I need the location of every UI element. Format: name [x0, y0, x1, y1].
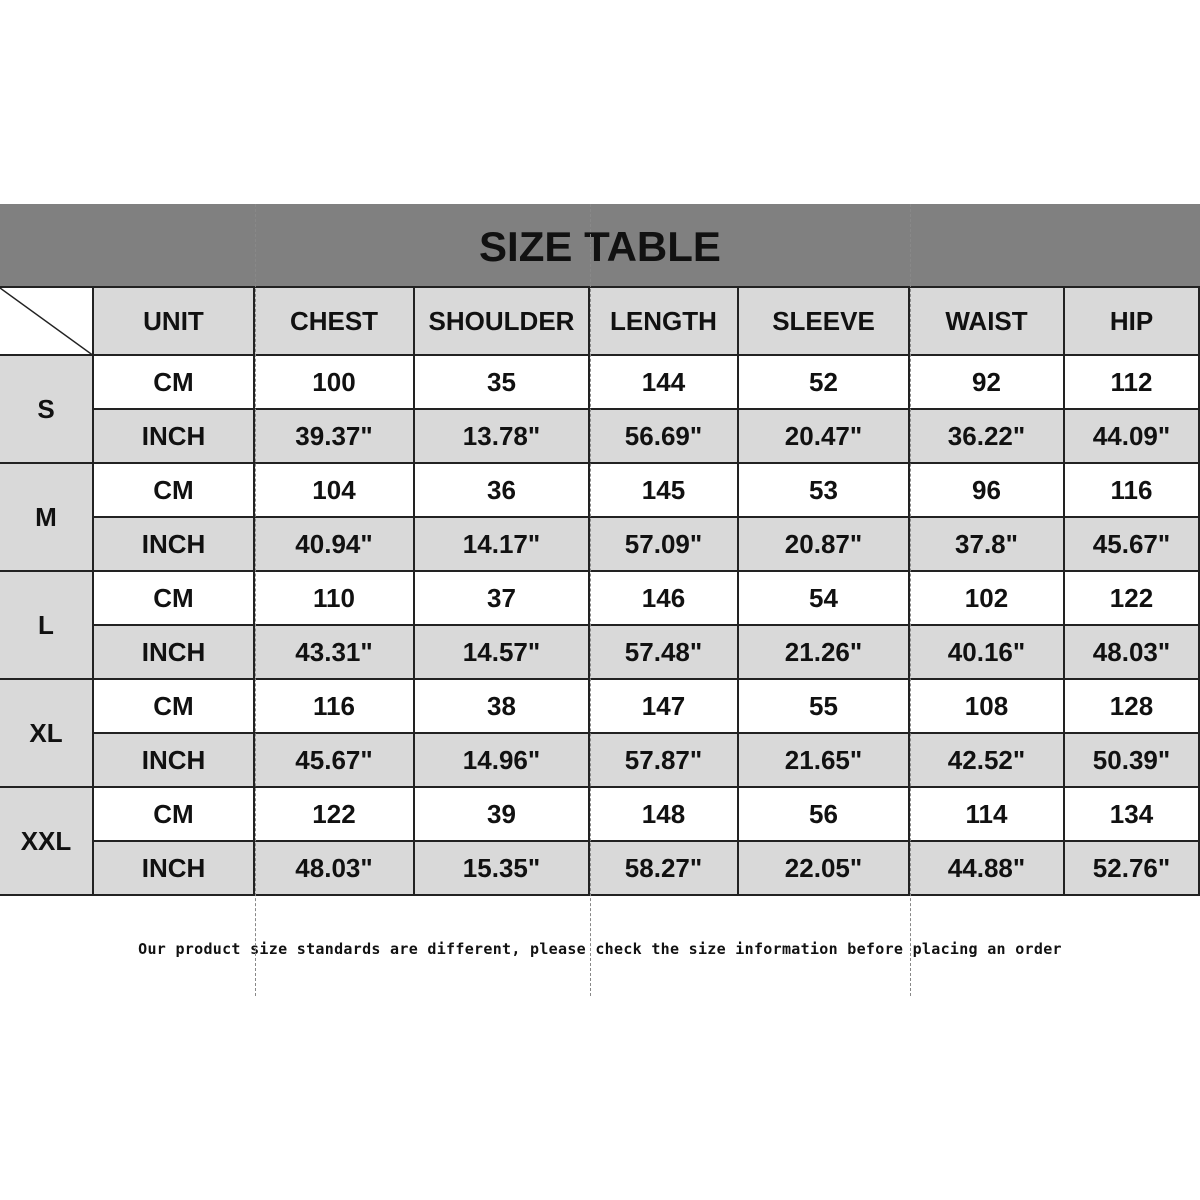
value-cell: 114 — [910, 788, 1065, 842]
column-header-sleeve: SLEEVE — [739, 288, 910, 356]
value-cell: 45.67" — [1065, 518, 1200, 572]
value-cell: 57.48" — [590, 626, 739, 680]
value-cell: 57.87" — [590, 734, 739, 788]
value-cell: 39 — [415, 788, 590, 842]
value-cell: 56.69" — [590, 410, 739, 464]
value-cell: 58.27" — [590, 842, 739, 896]
value-cell: 56 — [739, 788, 910, 842]
value-cell: 22.05" — [739, 842, 910, 896]
size-label: S — [0, 356, 94, 464]
value-cell: 50.39" — [1065, 734, 1200, 788]
value-cell: 100 — [255, 356, 415, 410]
value-cell: 144 — [590, 356, 739, 410]
value-cell: 37 — [415, 572, 590, 626]
value-cell: 108 — [910, 680, 1065, 734]
value-cell: 36.22" — [910, 410, 1065, 464]
value-cell: 145 — [590, 464, 739, 518]
value-cell: 102 — [910, 572, 1065, 626]
value-cell: 40.94" — [255, 518, 415, 572]
unit-cell: INCH — [94, 626, 255, 680]
value-cell: 52 — [739, 356, 910, 410]
table-title: SIZE TABLE — [479, 223, 721, 270]
value-cell: 38 — [415, 680, 590, 734]
unit-cell: INCH — [94, 734, 255, 788]
value-cell: 14.17" — [415, 518, 590, 572]
size-label: L — [0, 572, 94, 680]
size-label: XL — [0, 680, 94, 788]
value-cell: 48.03" — [255, 842, 415, 896]
value-cell: 146 — [590, 572, 739, 626]
value-cell: 42.52" — [910, 734, 1065, 788]
value-cell: 116 — [255, 680, 415, 734]
value-cell: 128 — [1065, 680, 1200, 734]
value-cell: 48.03" — [1065, 626, 1200, 680]
value-cell: 37.8" — [910, 518, 1065, 572]
value-cell: 134 — [1065, 788, 1200, 842]
value-cell: 35 — [415, 356, 590, 410]
value-cell: 55 — [739, 680, 910, 734]
unit-cell: INCH — [94, 842, 255, 896]
unit-cell: CM — [94, 572, 255, 626]
value-cell: 40.16" — [910, 626, 1065, 680]
value-cell: 57.09" — [590, 518, 739, 572]
size-label: M — [0, 464, 94, 572]
value-cell: 43.31" — [255, 626, 415, 680]
value-cell: 112 — [1065, 356, 1200, 410]
value-cell: 54 — [739, 572, 910, 626]
column-header-chest: CHEST — [255, 288, 415, 356]
value-cell: 147 — [590, 680, 739, 734]
value-cell: 21.26" — [739, 626, 910, 680]
unit-cell: INCH — [94, 410, 255, 464]
value-cell: 15.35" — [415, 842, 590, 896]
value-cell: 116 — [1065, 464, 1200, 518]
value-cell: 104 — [255, 464, 415, 518]
column-header-length: LENGTH — [590, 288, 739, 356]
value-cell: 52.76" — [1065, 842, 1200, 896]
column-header-unit: UNIT — [94, 288, 255, 356]
header-band — [0, 204, 1200, 286]
size-note: Our product size standards are different… — [138, 940, 1062, 958]
unit-cell: CM — [94, 680, 255, 734]
value-cell: 96 — [910, 464, 1065, 518]
value-cell: 45.67" — [255, 734, 415, 788]
unit-cell: CM — [94, 356, 255, 410]
value-cell: 122 — [255, 788, 415, 842]
value-cell: 148 — [590, 788, 739, 842]
diagonal-corner-cell — [0, 288, 94, 356]
value-cell: 53 — [739, 464, 910, 518]
value-cell: 20.87" — [739, 518, 910, 572]
value-cell: 21.65" — [739, 734, 910, 788]
value-cell: 39.37" — [255, 410, 415, 464]
column-header-shoulder: SHOULDER — [415, 288, 590, 356]
unit-cell: CM — [94, 788, 255, 842]
value-cell: 14.96" — [415, 734, 590, 788]
column-header-hip: HIP — [1065, 288, 1200, 356]
value-cell: 20.47" — [739, 410, 910, 464]
column-header-waist: WAIST — [910, 288, 1065, 356]
unit-cell: CM — [94, 464, 255, 518]
value-cell: 110 — [255, 572, 415, 626]
value-cell: 13.78" — [415, 410, 590, 464]
value-cell: 122 — [1065, 572, 1200, 626]
value-cell: 44.09" — [1065, 410, 1200, 464]
unit-cell: INCH — [94, 518, 255, 572]
value-cell: 92 — [910, 356, 1065, 410]
value-cell: 44.88" — [910, 842, 1065, 896]
value-cell: 14.57" — [415, 626, 590, 680]
value-cell: 36 — [415, 464, 590, 518]
size-label: XXL — [0, 788, 94, 896]
